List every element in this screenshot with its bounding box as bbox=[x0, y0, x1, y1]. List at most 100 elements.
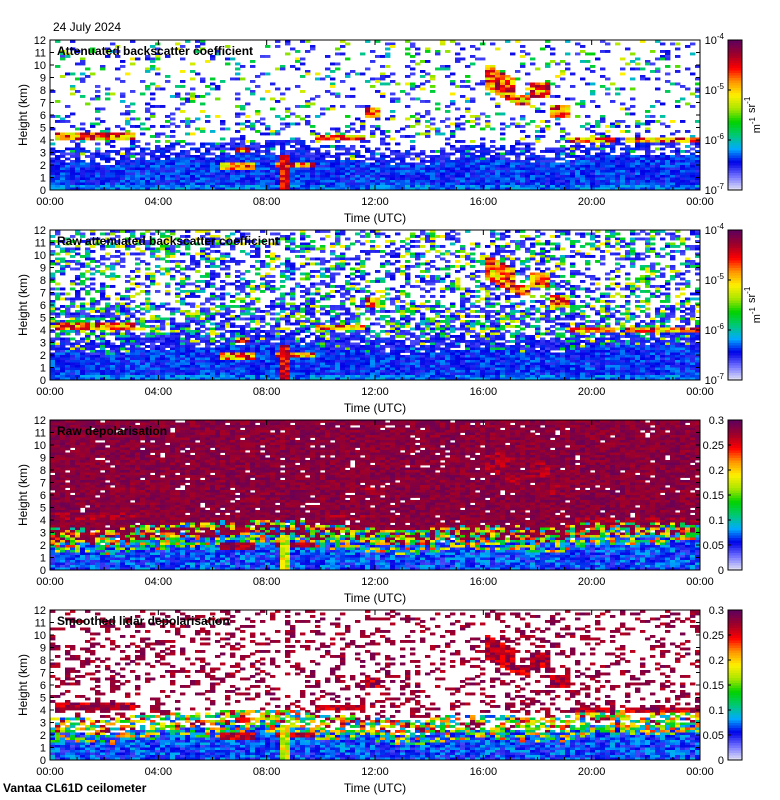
heatmap-cell bbox=[555, 172, 561, 176]
heatmap-cell bbox=[265, 187, 271, 191]
heatmap-cell bbox=[150, 337, 156, 341]
heatmap-cell bbox=[535, 107, 541, 111]
heatmap-cell bbox=[120, 257, 126, 261]
heatmap-cell bbox=[390, 167, 396, 171]
heatmap-cell bbox=[110, 157, 116, 161]
heatmap-cell bbox=[220, 127, 226, 131]
heatmap-cell bbox=[465, 147, 471, 151]
heatmap-cell bbox=[605, 157, 611, 161]
heatmap-cell bbox=[585, 172, 591, 176]
heatmap-cell bbox=[665, 170, 671, 173]
heatmap-cell bbox=[270, 155, 276, 158]
heatmap-cell bbox=[340, 175, 346, 178]
heatmap-cell bbox=[220, 285, 226, 288]
heatmap-cell bbox=[545, 150, 551, 153]
heatmap-cell bbox=[315, 135, 321, 138]
heatmap-cell bbox=[240, 160, 246, 163]
heatmap-cell bbox=[90, 182, 96, 186]
heatmap-cell bbox=[100, 332, 106, 336]
heatmap-cell bbox=[295, 147, 301, 151]
heatmap-cell bbox=[675, 65, 681, 68]
heatmap-cell bbox=[205, 332, 211, 336]
heatmap-cell bbox=[315, 72, 321, 76]
heatmap-cell bbox=[130, 367, 136, 371]
heatmap-cell bbox=[170, 335, 176, 338]
heatmap-cell bbox=[545, 160, 551, 163]
heatmap-cell bbox=[80, 297, 86, 301]
heatmap-cell bbox=[435, 50, 441, 53]
heatmap-cell bbox=[365, 177, 371, 181]
heatmap-cell bbox=[200, 287, 206, 291]
heatmap-cell bbox=[130, 270, 136, 273]
heatmap-cell bbox=[580, 177, 586, 181]
heatmap-cell bbox=[50, 152, 56, 156]
heatmap-cell bbox=[225, 162, 231, 166]
heatmap-cell bbox=[645, 140, 651, 143]
heatmap-cell bbox=[545, 40, 551, 43]
heatmap-cell bbox=[395, 165, 401, 168]
heatmap-cell bbox=[200, 377, 206, 381]
heatmap-cell bbox=[150, 152, 156, 156]
heatmap-cell bbox=[100, 310, 106, 313]
heatmap-cell bbox=[580, 105, 586, 108]
heatmap-cell bbox=[525, 167, 531, 171]
heatmap-cell bbox=[585, 167, 591, 171]
heatmap-cell bbox=[665, 165, 671, 168]
heatmap-cell bbox=[205, 347, 211, 351]
heatmap-cell bbox=[215, 272, 221, 276]
heatmap-cell bbox=[255, 85, 261, 88]
heatmap-cell bbox=[410, 87, 416, 91]
heatmap-cell bbox=[635, 172, 641, 176]
heatmap-cell bbox=[455, 167, 461, 171]
heatmap-cell bbox=[690, 72, 696, 76]
heatmap-cell bbox=[520, 165, 526, 168]
heatmap-cell bbox=[300, 182, 306, 186]
heatmap-cell bbox=[170, 230, 176, 233]
heatmap-cell bbox=[85, 370, 91, 373]
heatmap-cell bbox=[515, 77, 521, 81]
heatmap-cell bbox=[550, 150, 556, 153]
heatmap-cell bbox=[310, 140, 316, 143]
heatmap-cell bbox=[420, 87, 426, 91]
heatmap-cell bbox=[500, 185, 506, 188]
heatmap-cell bbox=[55, 372, 61, 376]
heatmap-cell bbox=[515, 165, 521, 168]
heatmap-cell bbox=[240, 145, 246, 148]
heatmap-cell bbox=[240, 170, 246, 173]
heatmap-cell bbox=[425, 135, 431, 138]
heatmap-cell bbox=[490, 177, 496, 181]
heatmap-cell bbox=[455, 182, 461, 186]
heatmap-cell bbox=[545, 162, 551, 166]
heatmap-cell bbox=[340, 167, 346, 171]
heatmap-cell bbox=[645, 187, 651, 191]
heatmap-cell bbox=[375, 110, 381, 113]
heatmap-cell bbox=[670, 175, 676, 178]
heatmap-cell bbox=[660, 155, 666, 158]
heatmap-cell bbox=[560, 60, 566, 63]
heatmap-cell bbox=[660, 180, 666, 183]
heatmap-cell bbox=[260, 175, 266, 178]
heatmap-cell bbox=[145, 340, 151, 343]
heatmap-cell bbox=[160, 160, 166, 163]
heatmap-cell bbox=[635, 187, 641, 191]
heatmap-cell bbox=[400, 160, 406, 163]
heatmap-cell bbox=[520, 125, 526, 128]
heatmap-cell bbox=[270, 157, 276, 161]
heatmap-cell bbox=[140, 185, 146, 188]
heatmap-cell bbox=[600, 137, 606, 141]
heatmap-cell bbox=[690, 167, 696, 171]
heatmap-cell bbox=[340, 172, 346, 176]
heatmap-cell bbox=[655, 187, 661, 191]
heatmap-cell bbox=[495, 102, 501, 106]
heatmap-cell bbox=[425, 112, 431, 116]
heatmap-cell bbox=[245, 170, 251, 173]
heatmap-cell bbox=[580, 137, 586, 141]
heatmap-cell bbox=[270, 97, 276, 101]
heatmap-cell bbox=[140, 232, 146, 236]
heatmap-cell bbox=[460, 85, 466, 88]
heatmap-cell bbox=[555, 122, 561, 126]
heatmap-cell bbox=[365, 180, 371, 183]
heatmap-cell bbox=[610, 82, 616, 86]
heatmap-cell bbox=[580, 175, 586, 178]
heatmap-cell bbox=[205, 370, 211, 373]
